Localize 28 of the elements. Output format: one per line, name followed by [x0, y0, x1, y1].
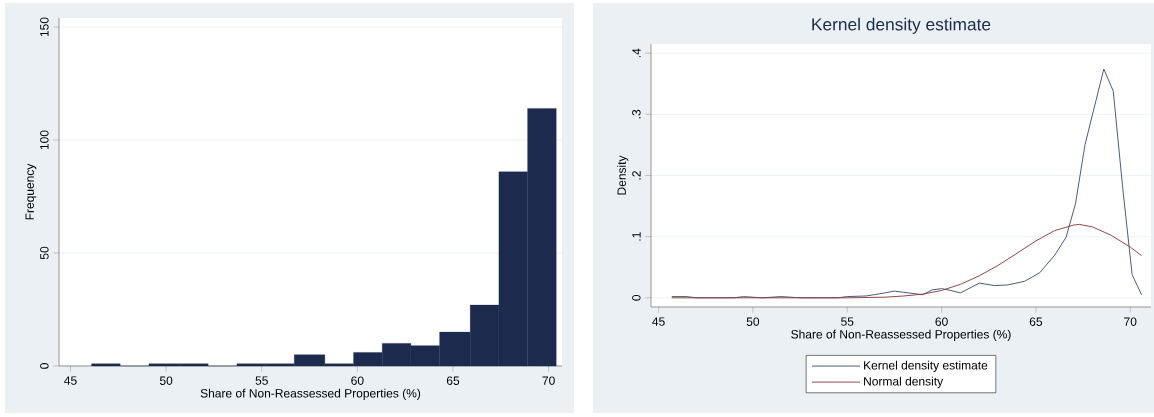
y-tick-label: .2: [632, 171, 641, 180]
y-axis-title: Frequency: [25, 163, 37, 220]
x-tick-label: 55: [255, 376, 268, 385]
x-tick-label: 60: [935, 317, 948, 326]
y-tick-label: 0: [632, 294, 641, 301]
x-tick-label: 50: [159, 376, 173, 385]
y-tick-label: 150: [40, 17, 49, 37]
x-tick-label: 60: [351, 376, 364, 385]
y-tick-label: 50: [40, 246, 49, 260]
y-tick-label: .3: [632, 109, 641, 119]
y-tick-label: .4: [632, 48, 641, 58]
chart-title: Kernel density estimate: [812, 17, 991, 34]
y-tick-label: 0: [40, 363, 49, 369]
x-tick-label: 70: [1124, 317, 1137, 326]
x-tick-label: 50: [746, 317, 760, 326]
x-axis-title: Share of Non-Reassessed Properties (%): [200, 388, 421, 400]
x-tick-label: 45: [652, 317, 665, 326]
x-tick-label: 55: [841, 317, 854, 326]
y-tick-label: .1: [632, 232, 641, 241]
legend-label: Normal density: [864, 376, 944, 388]
x-tick-label: 70: [542, 376, 555, 385]
y-tick-label: 100: [40, 130, 49, 150]
x-axis-title: Share of Non-Reassessed Properties (%): [791, 329, 1011, 341]
x-tick-label: 65: [1029, 317, 1043, 326]
x-tick-label: 65: [446, 376, 460, 385]
y-axis-title: Density: [617, 155, 629, 195]
x-tick-label: 45: [64, 376, 77, 385]
legend-label: Kernel density estimate: [864, 360, 988, 372]
